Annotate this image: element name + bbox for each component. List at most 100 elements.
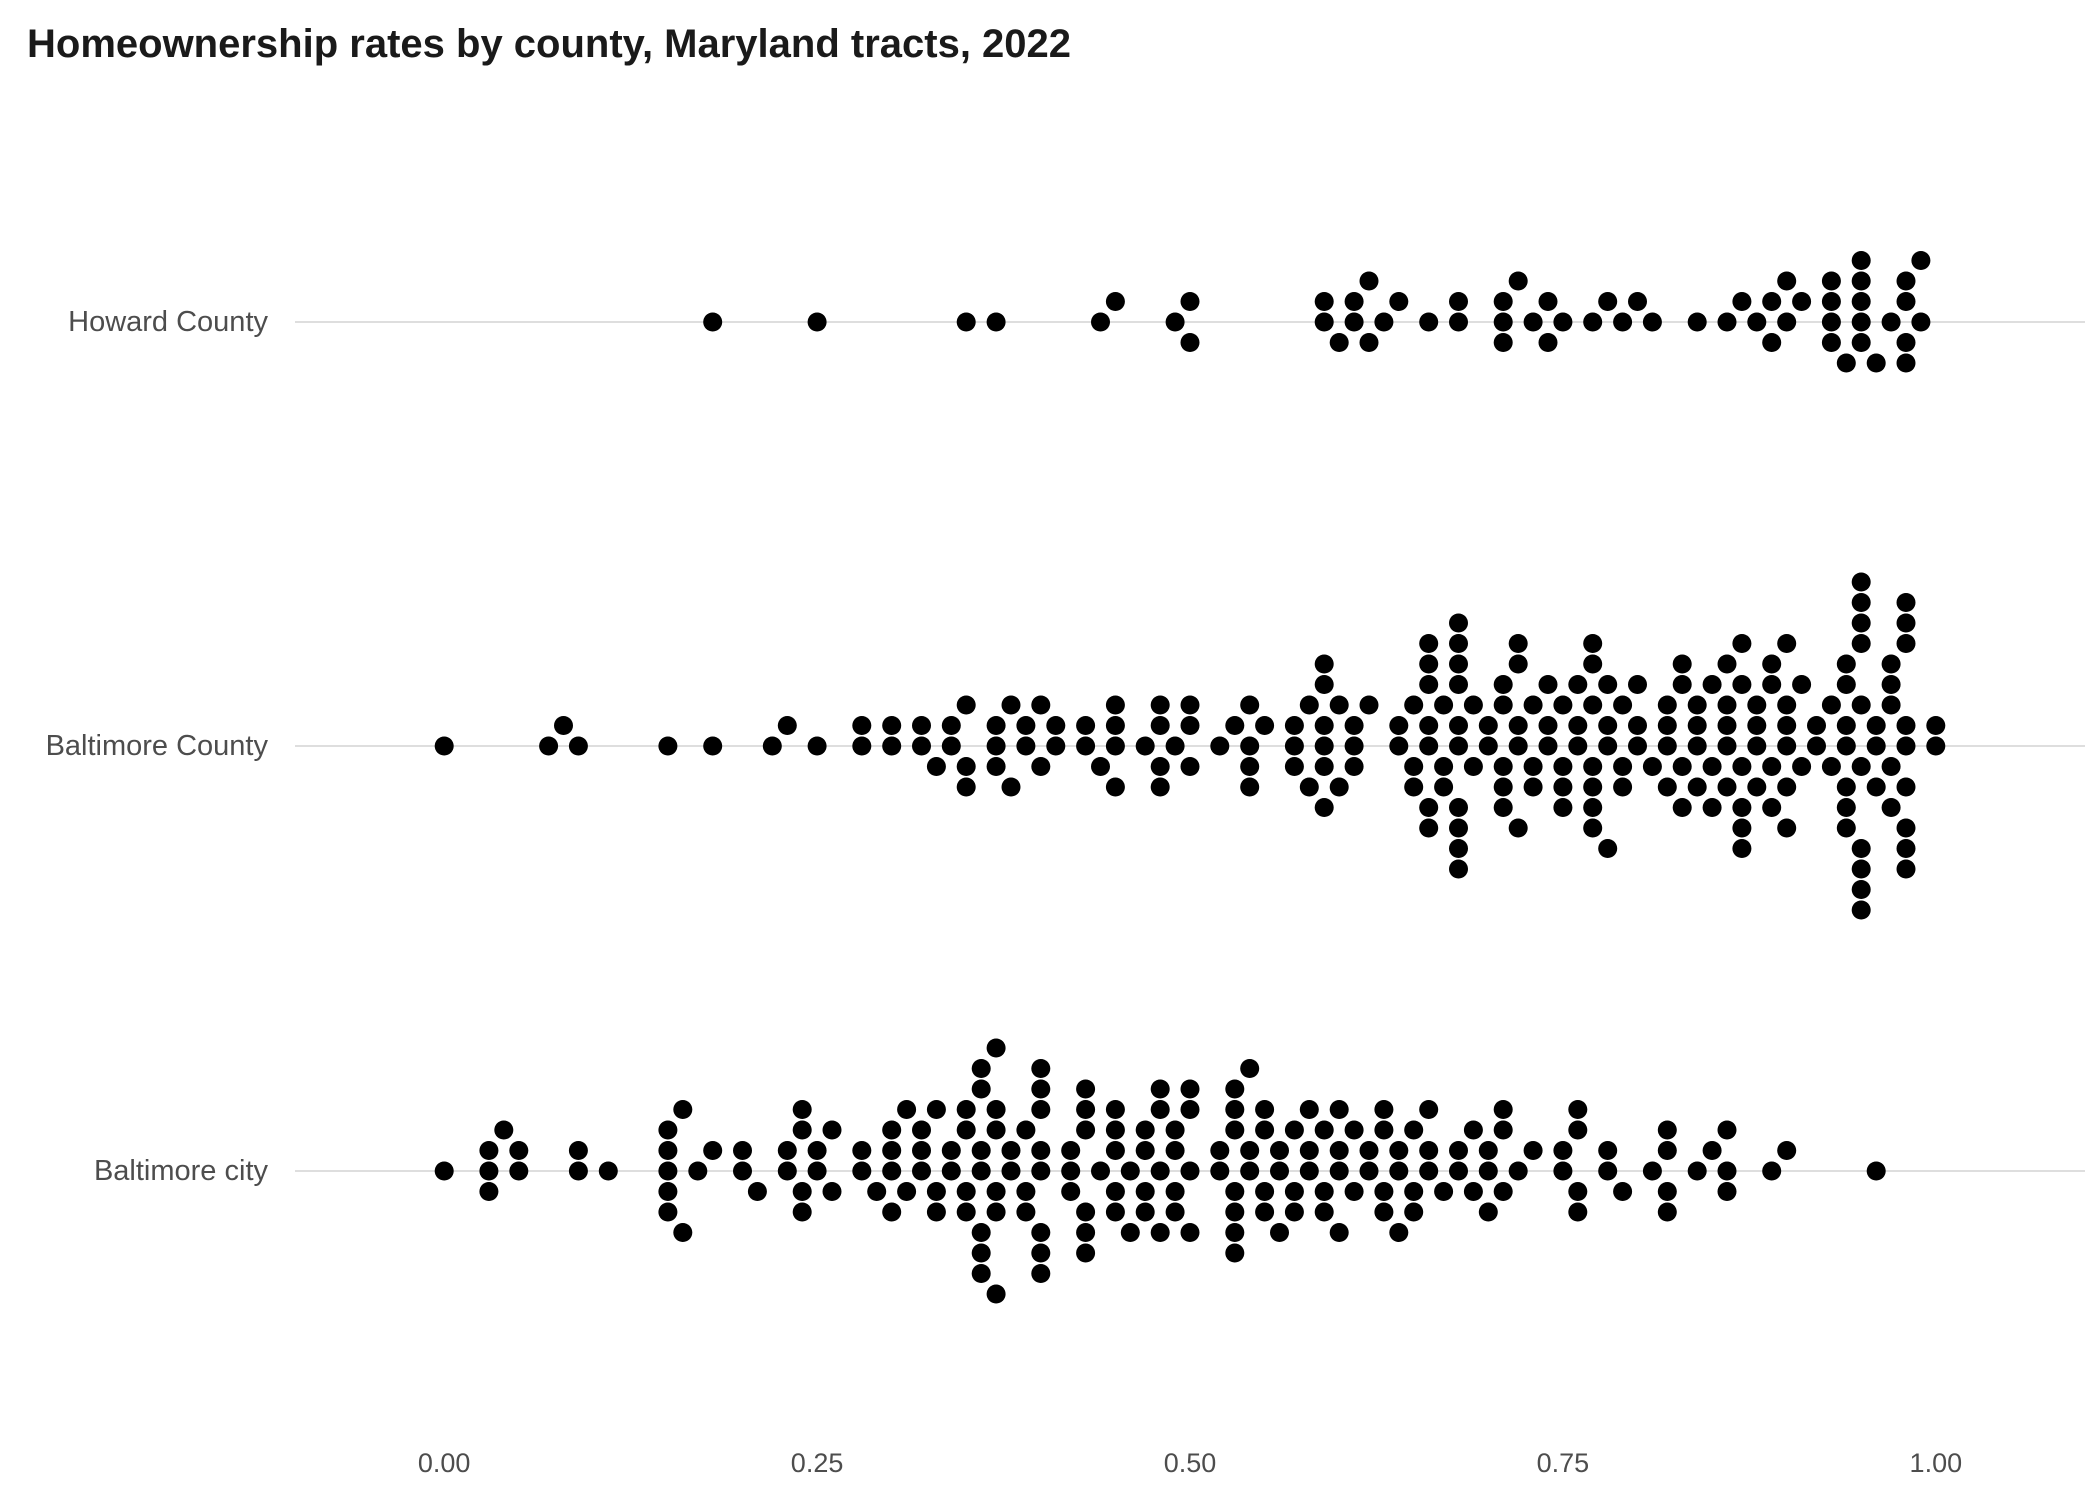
- point-howard-county: [1866, 353, 1886, 373]
- point-howard-county: [1762, 333, 1782, 352]
- point-baltimore-county: [658, 736, 678, 756]
- point-baltimore-city: [1031, 1059, 1051, 1078]
- point-baltimore-city: [1299, 1100, 1319, 1119]
- point-baltimore-city: [1434, 1182, 1454, 1201]
- point-howard-county: [1642, 312, 1662, 332]
- point-baltimore-city: [1150, 1100, 1170, 1119]
- point-howard-county: [1732, 292, 1752, 311]
- point-baltimore-county: [1493, 675, 1513, 694]
- point-baltimore-city: [1329, 1223, 1349, 1242]
- point-baltimore-city: [1255, 1202, 1275, 1222]
- point-baltimore-county: [1046, 716, 1066, 735]
- point-baltimore-city: [986, 1182, 1006, 1201]
- point-howard-county: [1896, 353, 1916, 373]
- point-baltimore-county: [1851, 880, 1871, 899]
- point-baltimore-county: [1896, 818, 1916, 838]
- point-howard-county: [1717, 312, 1737, 332]
- point-baltimore-county: [1851, 900, 1871, 920]
- x-tick-label: 1.00: [1910, 1448, 1963, 1478]
- point-baltimore-city: [1031, 1141, 1051, 1160]
- point-baltimore-city: [509, 1141, 529, 1160]
- point-baltimore-city: [1165, 1182, 1185, 1201]
- point-baltimore-county: [1807, 736, 1826, 756]
- point-baltimore-city: [986, 1284, 1006, 1304]
- point-baltimore-county: [882, 736, 902, 756]
- point-baltimore-county: [1687, 777, 1707, 797]
- point-baltimore-county: [1046, 736, 1066, 756]
- point-baltimore-county: [1463, 757, 1483, 776]
- point-baltimore-city: [792, 1100, 812, 1119]
- point-baltimore-county: [1896, 593, 1916, 612]
- point-baltimore-county: [539, 736, 559, 756]
- point-baltimore-county: [1866, 736, 1886, 756]
- point-baltimore-county: [956, 695, 976, 715]
- point-baltimore-city: [1404, 1182, 1424, 1201]
- point-baltimore-city: [733, 1141, 752, 1160]
- point-baltimore-county: [941, 736, 961, 756]
- point-baltimore-city: [1150, 1223, 1170, 1242]
- point-baltimore-city: [1105, 1100, 1125, 1119]
- point-baltimore-county: [1508, 716, 1528, 735]
- point-baltimore-city: [1389, 1223, 1409, 1242]
- point-baltimore-county: [1538, 716, 1558, 735]
- point-baltimore-county: [1851, 839, 1871, 858]
- point-baltimore-county: [807, 736, 827, 756]
- point-baltimore-city: [852, 1141, 872, 1160]
- point-baltimore-county: [1896, 716, 1916, 735]
- point-baltimore-county: [1821, 757, 1841, 776]
- point-baltimore-county: [1702, 798, 1722, 817]
- point-baltimore-county: [1657, 777, 1677, 797]
- point-baltimore-county: [1926, 736, 1946, 756]
- point-baltimore-city: [1493, 1100, 1513, 1119]
- point-howard-county: [1821, 333, 1841, 352]
- point-baltimore-city: [1270, 1141, 1289, 1160]
- point-baltimore-city: [912, 1141, 931, 1160]
- point-howard-county: [1851, 333, 1871, 352]
- point-baltimore-city: [658, 1182, 678, 1201]
- point-baltimore-county: [1568, 736, 1588, 756]
- point-howard-county: [1508, 271, 1528, 291]
- point-baltimore-city: [926, 1100, 946, 1119]
- point-baltimore-county: [956, 757, 976, 776]
- point-baltimore-city: [912, 1120, 931, 1140]
- point-baltimore-county: [1076, 716, 1096, 735]
- point-baltimore-city: [434, 1161, 454, 1181]
- point-baltimore-city: [792, 1182, 812, 1201]
- point-baltimore-city: [956, 1182, 976, 1201]
- point-baltimore-city: [971, 1161, 991, 1181]
- point-baltimore-county: [1180, 695, 1200, 715]
- point-baltimore-county: [1792, 757, 1812, 776]
- point-howard-county: [1896, 271, 1916, 291]
- point-baltimore-county: [1926, 716, 1946, 735]
- point-baltimore-city: [882, 1120, 902, 1140]
- point-baltimore-city: [822, 1120, 842, 1140]
- point-howard-county: [1851, 251, 1871, 270]
- point-baltimore-city: [986, 1202, 1006, 1222]
- point-howard-county: [703, 312, 723, 332]
- point-baltimore-county: [1493, 777, 1513, 797]
- point-baltimore-county: [912, 736, 931, 756]
- point-baltimore-city: [1210, 1141, 1230, 1160]
- point-baltimore-city: [1359, 1161, 1379, 1181]
- point-baltimore-county: [1896, 634, 1916, 653]
- point-baltimore-county: [1717, 695, 1737, 715]
- point-baltimore-county: [926, 757, 946, 776]
- point-baltimore-city: [1225, 1182, 1245, 1201]
- point-baltimore-county: [1508, 634, 1528, 653]
- point-baltimore-city: [479, 1141, 499, 1160]
- point-baltimore-city: [897, 1182, 917, 1201]
- point-baltimore-county: [1583, 777, 1603, 797]
- point-baltimore-county: [1150, 777, 1170, 797]
- point-howard-county: [1329, 333, 1349, 352]
- point-baltimore-city: [971, 1223, 991, 1242]
- point-baltimore-city: [1344, 1120, 1364, 1140]
- point-baltimore-county: [1583, 818, 1603, 838]
- point-baltimore-county: [554, 716, 573, 735]
- point-baltimore-county: [1419, 736, 1439, 756]
- point-baltimore-city: [1031, 1223, 1051, 1242]
- point-baltimore-city: [568, 1141, 588, 1160]
- point-baltimore-county: [912, 716, 931, 735]
- point-baltimore-city: [1180, 1079, 1200, 1099]
- x-tick-label: 0.00: [418, 1448, 471, 1478]
- point-baltimore-county: [882, 716, 902, 735]
